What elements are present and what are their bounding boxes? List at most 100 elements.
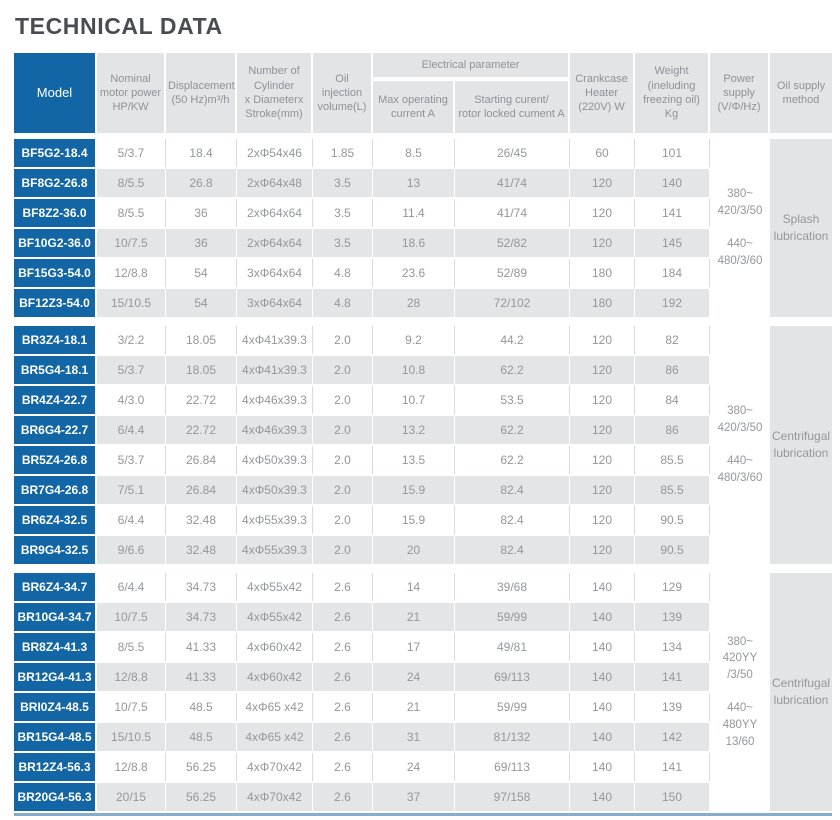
table-row: BR15G4-48.5 15/10.5 48.5 4xΦ65 x42 2.6 31 81/1… bbox=[14, 723, 832, 751]
table-row: BF8Z2-36.0 8/5.5 36 2xΦ64x64 3.5 11.4 41/74 120… bbox=[14, 199, 832, 227]
group-separator bbox=[14, 319, 833, 324]
group-separator-cell bbox=[14, 566, 833, 571]
header-oil-injection: Oil injection volume(L) bbox=[313, 53, 373, 133]
displacement-cell: 26.84 bbox=[166, 476, 237, 504]
displacement-cell: 41.33 bbox=[166, 663, 237, 691]
max-current-cell: 24 bbox=[373, 753, 455, 781]
weight-cell: 85.5 bbox=[635, 446, 711, 474]
crankcase-heater-cell: 120 bbox=[570, 446, 636, 474]
nominal-power-cell: 10/7.5 bbox=[97, 229, 166, 257]
weight-cell: 134 bbox=[635, 633, 711, 661]
oil-injection-cell: 2.0 bbox=[313, 386, 373, 414]
oil-injection-cell: 2.0 bbox=[313, 356, 373, 384]
cylinders-cell: 4xΦ60x42 bbox=[237, 633, 313, 661]
weight-cell: 141 bbox=[635, 663, 711, 691]
displacement-cell: 22.72 bbox=[166, 386, 237, 414]
group-separator-cell bbox=[14, 135, 833, 137]
nominal-power-cell: 20/15 bbox=[97, 783, 166, 811]
model-cell: BR6Z4-34.7 bbox=[14, 573, 97, 601]
nominal-power-cell: 15/10.5 bbox=[97, 289, 166, 317]
nominal-power-cell: 5/3.7 bbox=[97, 356, 166, 384]
power-supply-cell: 380~ 420YY /3/50 440~ 480YY 13/60 bbox=[710, 573, 771, 811]
cylinders-cell: 4xΦ70x42 bbox=[237, 753, 313, 781]
starting-current-cell: 69/113 bbox=[455, 753, 571, 781]
weight-cell: 140 bbox=[635, 169, 711, 197]
crankcase-heater-cell: 120 bbox=[570, 199, 636, 227]
displacement-cell: 54 bbox=[166, 289, 237, 317]
weight-cell: 139 bbox=[635, 603, 711, 631]
max-current-cell: 10.7 bbox=[373, 386, 455, 414]
cylinders-cell: 4xΦ60x42 bbox=[237, 663, 313, 691]
model-cell: BR12G4-41.3 bbox=[14, 663, 97, 691]
table-row: BR9G4-32.5 9/6.6 32.48 4xΦ55x39.3 2.0 20 82.4 1… bbox=[14, 536, 832, 564]
cylinders-cell: 4xΦ41x39.3 bbox=[237, 326, 313, 354]
header-electrical-parameter: Electrical parameter bbox=[373, 53, 571, 79]
cylinders-cell: 2xΦ64x64 bbox=[237, 229, 313, 257]
group-separator-cell bbox=[14, 319, 833, 324]
displacement-cell: 34.73 bbox=[166, 603, 237, 631]
crankcase-heater-cell: 140 bbox=[570, 573, 636, 601]
table-row: BR7G4-26.8 7/5.1 26.84 4xΦ50x39.3 2.0 15.9 82.… bbox=[14, 476, 832, 504]
max-current-cell: 13.5 bbox=[373, 446, 455, 474]
displacement-cell: 36 bbox=[166, 229, 237, 257]
table-row: BF12Z3-54.0 15/10.5 54 3xΦ64x64 4.8 28 72/102 1… bbox=[14, 289, 832, 317]
oil-injection-cell: 3.5 bbox=[313, 229, 373, 257]
technical-data-table-container: Model Nominal motor power HP/KW Displace… bbox=[14, 51, 833, 816]
starting-current-cell: 82.4 bbox=[455, 506, 571, 534]
weight-cell: 142 bbox=[635, 723, 711, 751]
max-current-cell: 13.2 bbox=[373, 416, 455, 444]
group-separator bbox=[14, 566, 833, 571]
displacement-cell: 56.25 bbox=[166, 783, 237, 811]
starting-current-cell: 39/68 bbox=[455, 573, 571, 601]
model-cell: BR7G4-26.8 bbox=[14, 476, 97, 504]
table-row: BR10G4-34.7 10/7.5 34.73 4xΦ55x42 2.6 21 59/99… bbox=[14, 603, 832, 631]
displacement-cell: 18.05 bbox=[166, 356, 237, 384]
header-displacement: Displacement (50 Hz)m³/h bbox=[166, 53, 237, 133]
weight-cell: 129 bbox=[635, 573, 711, 601]
starting-current-cell: 62.2 bbox=[455, 446, 571, 474]
max-current-cell: 20 bbox=[373, 536, 455, 564]
max-current-cell: 31 bbox=[373, 723, 455, 751]
crankcase-heater-cell: 120 bbox=[570, 326, 636, 354]
oil-supply-method-cell: Centrifugal lubrication bbox=[770, 326, 833, 564]
nominal-power-cell: 6/4.4 bbox=[97, 506, 166, 534]
max-current-cell: 21 bbox=[373, 693, 455, 721]
oil-supply-method-cell: Centrifugal lubrication bbox=[770, 573, 833, 811]
cylinders-cell: 2xΦ54x46 bbox=[237, 139, 313, 167]
oil-injection-cell: 2.0 bbox=[313, 536, 373, 564]
cylinders-cell: 4xΦ55x42 bbox=[237, 573, 313, 601]
max-current-cell: 28 bbox=[373, 289, 455, 317]
header-model: Model bbox=[14, 53, 97, 133]
cylinders-cell: 3xΦ64x64 bbox=[237, 259, 313, 287]
model-cell: BR20G4-56.3 bbox=[14, 783, 97, 811]
nominal-power-cell: 8/5.5 bbox=[97, 169, 166, 197]
cylinders-cell: 3xΦ64x64 bbox=[237, 289, 313, 317]
cylinders-cell: 4xΦ50x39.3 bbox=[237, 476, 313, 504]
max-current-cell: 10.8 bbox=[373, 356, 455, 384]
max-current-cell: 21 bbox=[373, 603, 455, 631]
oil-injection-cell: 3.5 bbox=[313, 199, 373, 227]
crankcase-heater-cell: 120 bbox=[570, 169, 636, 197]
table-body: BF5G2-18.4 5/3.7 18.4 2xΦ54x46 1.85 8.5 26/45 6… bbox=[14, 135, 833, 811]
table-row: BR5G4-18.1 5/3.7 18.05 4xΦ41x39.3 2.0 10.8 62.… bbox=[14, 356, 832, 384]
weight-cell: 192 bbox=[635, 289, 711, 317]
starting-current-cell: 52/82 bbox=[455, 229, 571, 257]
max-current-cell: 13 bbox=[373, 169, 455, 197]
max-current-cell: 15.9 bbox=[373, 476, 455, 504]
weight-cell: 150 bbox=[635, 783, 711, 811]
displacement-cell: 22.72 bbox=[166, 416, 237, 444]
cylinders-cell: 4xΦ50x39.3 bbox=[237, 446, 313, 474]
starting-current-cell: 41/74 bbox=[455, 169, 571, 197]
table-row: BR20G4-56.3 20/15 56.25 4xΦ70x42 2.6 37 97/158… bbox=[14, 783, 832, 811]
cylinders-cell: 2xΦ64x64 bbox=[237, 199, 313, 227]
table-row: BRI0Z4-48.5 10/7.5 48.5 4xΦ65 x42 2.6 21 59/99… bbox=[14, 693, 832, 721]
max-current-cell: 17 bbox=[373, 633, 455, 661]
cylinders-cell: 4xΦ55x39.3 bbox=[237, 506, 313, 534]
cylinders-cell: 4xΦ70x42 bbox=[237, 783, 313, 811]
cylinders-cell: 4xΦ46x39.3 bbox=[237, 416, 313, 444]
nominal-power-cell: 6/4.4 bbox=[97, 416, 166, 444]
model-cell: BF8Z2-36.0 bbox=[14, 199, 97, 227]
table-row: BR3Z4-18.1 3/2.2 18.05 4xΦ41x39.3 2.0 9.2 44.2… bbox=[14, 326, 833, 564]
cylinders-cell: 4xΦ55x39.3 bbox=[237, 536, 313, 564]
oil-injection-cell: 3.5 bbox=[313, 169, 373, 197]
